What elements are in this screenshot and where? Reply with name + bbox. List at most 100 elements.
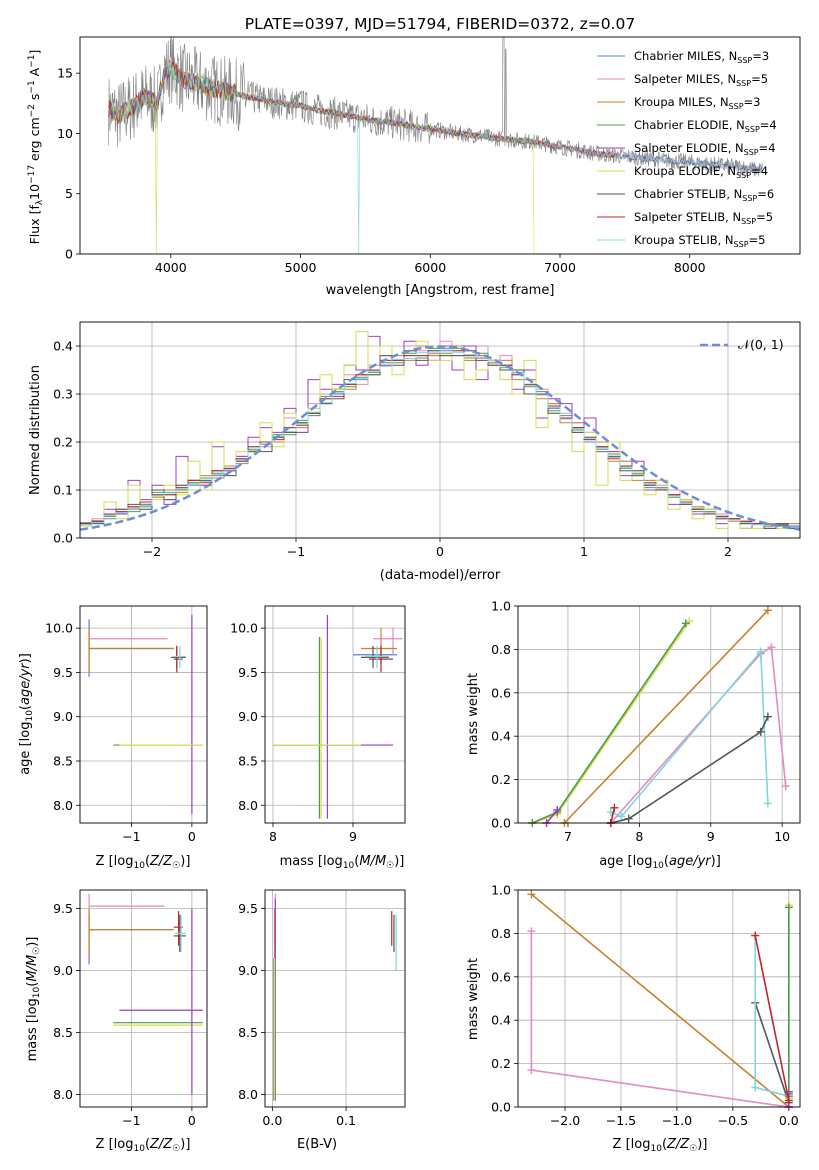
mass-age-frame bbox=[264, 605, 406, 824]
residual-y-tick-label: 0.2 bbox=[53, 435, 73, 450]
age-weight-marker bbox=[781, 782, 790, 791]
mass-age-y-tick-label: 9.5 bbox=[238, 665, 258, 680]
z-age-x-axis-label: Z [log10(Z/Z☉)] bbox=[96, 854, 191, 871]
ebv-mass-plot-area: 0.0 0.1 8.0 8.5 9.0 9.5 bbox=[238, 889, 406, 1128]
legend-nssp: =5 bbox=[756, 210, 773, 224]
ebv-mass-y-tick-label: 8.0 bbox=[238, 1087, 258, 1102]
age-weight-y-tick-label: 0.4 bbox=[491, 729, 511, 744]
mass-age-y-tick-label: 8.5 bbox=[238, 754, 258, 769]
legend-label: Salpeter MILES, NSSP=5 bbox=[634, 72, 768, 88]
z-mass-points bbox=[88, 893, 203, 1095]
z-weight-y-tick-label: 0.6 bbox=[491, 969, 511, 984]
z-weight-y-tick-label: 1.0 bbox=[491, 883, 511, 898]
legend-label: Kroupa ELODIE, NSSP=4 bbox=[634, 164, 768, 180]
legend-label: Salpeter ELODIE, NSSP=4 bbox=[634, 141, 776, 157]
z-mass-x-tick-label: 0 bbox=[188, 1113, 196, 1128]
legend-label: Chabrier MILES, NSSP=3 bbox=[634, 49, 769, 65]
histogram-step bbox=[80, 348, 800, 528]
age-weight-x-tick-label: 8 bbox=[635, 829, 643, 844]
legend-nssp: =6 bbox=[757, 187, 774, 201]
age-weight-y-axis-label: mass weight bbox=[466, 673, 481, 755]
legend-nssp: =3 bbox=[744, 95, 761, 109]
age-weight-marker bbox=[756, 647, 765, 656]
residual-x-tick-label: 0 bbox=[436, 544, 444, 559]
residual-plot-area: −2 −1 0 1 2 0.0 0.1 0.2 0.3 0.4 𝒩(0, 1) bbox=[53, 321, 801, 559]
residual-y-tick-label: 0.1 bbox=[53, 483, 73, 498]
residual-x-axis-label: (data-model)/error bbox=[380, 568, 501, 583]
legend-subscript: SSP bbox=[729, 102, 744, 111]
legend-nssp: =4 bbox=[751, 164, 768, 178]
z-age-y-tick-label: 9.0 bbox=[53, 709, 73, 724]
z-mass-y-tick-label: 9.0 bbox=[53, 963, 73, 978]
age-weight-line bbox=[563, 609, 769, 824]
age-weight-y-tick-label: 0.8 bbox=[491, 642, 511, 657]
spectrum-y-tick-label: 5 bbox=[65, 186, 73, 201]
z-mass-x-tick-label: −1 bbox=[122, 1113, 140, 1128]
z-weight-marker bbox=[751, 931, 760, 940]
model-spectrum-line bbox=[108, 61, 535, 254]
residual-y-axis-label: Normed distribution bbox=[28, 365, 43, 495]
z-weight-x-tick-label: −1.5 bbox=[606, 1113, 636, 1128]
age-weight-panel: 7 8 9 10 0.0 0.2 0.4 0.6 0.8 1.0 bbox=[491, 599, 801, 844]
ebv-mass-y-tick-label: 9.0 bbox=[238, 963, 258, 978]
residual-y-tick-label: 0.3 bbox=[53, 387, 73, 402]
z-mass-y-tick-label: 8.5 bbox=[53, 1025, 73, 1040]
z-age-y-tick-label: 9.5 bbox=[53, 665, 73, 680]
age-weight-x-tick-label: 10 bbox=[774, 829, 790, 844]
z-mass-plot-area: −1 0 8.0 8.5 9.0 9.5 bbox=[53, 889, 208, 1128]
spectrum-x-tick-label: 4000 bbox=[155, 260, 187, 275]
mass-age-panel: 8 9 8.0 8.5 9.0 9.5 10.0 bbox=[230, 605, 406, 844]
legend-nssp: =4 bbox=[760, 118, 777, 132]
spectrum-x-axis-label: wavelength [Angstrom, rest frame] bbox=[326, 283, 555, 298]
spectrum-y-tick-label: 0 bbox=[65, 247, 73, 262]
mass-age-y-tick-label: 8.0 bbox=[238, 798, 258, 813]
z-weight-marker bbox=[527, 927, 536, 936]
z-mass-x-axis-label: Z [log10(Z/Z☉)] bbox=[96, 1137, 191, 1154]
age-weight-plot-area: 7 8 9 10 0.0 0.2 0.4 0.6 0.8 1.0 bbox=[491, 599, 801, 844]
age-weight-marker bbox=[767, 643, 776, 652]
model-spectrum-line bbox=[108, 60, 763, 254]
legend-label: Kroupa STELIB, NSSP=5 bbox=[634, 233, 765, 249]
legend-nssp: =3 bbox=[752, 49, 769, 63]
z-mass-y-tick-label: 8.0 bbox=[53, 1087, 73, 1102]
z-mass-frame bbox=[79, 889, 208, 1108]
z-age-x-tick-label: −1 bbox=[122, 829, 140, 844]
age-weight-x-tick-label: 7 bbox=[564, 829, 572, 844]
residual-frame bbox=[79, 321, 801, 539]
z-weight-x-tick-label: 0.0 bbox=[779, 1113, 799, 1128]
age-weight-marker bbox=[617, 812, 626, 821]
mass-age-points bbox=[273, 614, 403, 819]
residual-y-tick-label: 0.0 bbox=[53, 531, 73, 546]
legend-subscript: SSP bbox=[737, 56, 752, 65]
age-weight-marker bbox=[553, 805, 562, 814]
age-weight-marker bbox=[756, 727, 765, 736]
normal-legend-label: 𝒩(0, 1) bbox=[738, 337, 784, 352]
age-weight-line bbox=[610, 649, 769, 818]
age-weight-marker bbox=[763, 799, 772, 808]
ebv-mass-x-tick-label: 0.1 bbox=[336, 1113, 356, 1128]
ebv-mass-x-tick-label: 0.0 bbox=[262, 1113, 282, 1128]
z-age-x-tick-label: 0 bbox=[188, 829, 196, 844]
legend-subscript: SSP bbox=[734, 240, 749, 249]
age-weight-line bbox=[545, 809, 558, 824]
age-weight-frame bbox=[517, 605, 801, 824]
spectrum-x-tick-label: 6000 bbox=[414, 260, 446, 275]
spectrum-y-tick-label: 15 bbox=[57, 66, 73, 81]
residual-panel: −2 −1 0 1 2 0.0 0.1 0.2 0.3 0.4 𝒩(0, 1) (data-mode… bbox=[28, 321, 801, 583]
z-weight-marker bbox=[527, 1066, 536, 1075]
z-weight-x-axis-label: Z [log10(Z/Z☉)] bbox=[613, 1137, 708, 1154]
spectrum-lines bbox=[108, 37, 763, 254]
legend-subscript: SSP bbox=[736, 79, 751, 88]
z-mass-y-axis-label: mass [log10(M/M☉)] bbox=[25, 937, 42, 1062]
spectrum-frame bbox=[79, 36, 801, 255]
z-weight-y-tick-label: 0.8 bbox=[491, 926, 511, 941]
legend-label: Salpeter STELIB, NSSP=5 bbox=[634, 210, 773, 226]
z-weight-line bbox=[530, 893, 790, 1108]
age-weight-marker bbox=[763, 712, 772, 721]
legend-nssp: =4 bbox=[759, 141, 776, 155]
z-age-y-tick-label: 8.0 bbox=[53, 798, 73, 813]
age-weight-x-axis-label: age [log10(age/yr)] bbox=[599, 854, 721, 871]
age-weight-y-tick-label: 0.6 bbox=[491, 685, 511, 700]
ebv-mass-points bbox=[273, 893, 397, 1101]
